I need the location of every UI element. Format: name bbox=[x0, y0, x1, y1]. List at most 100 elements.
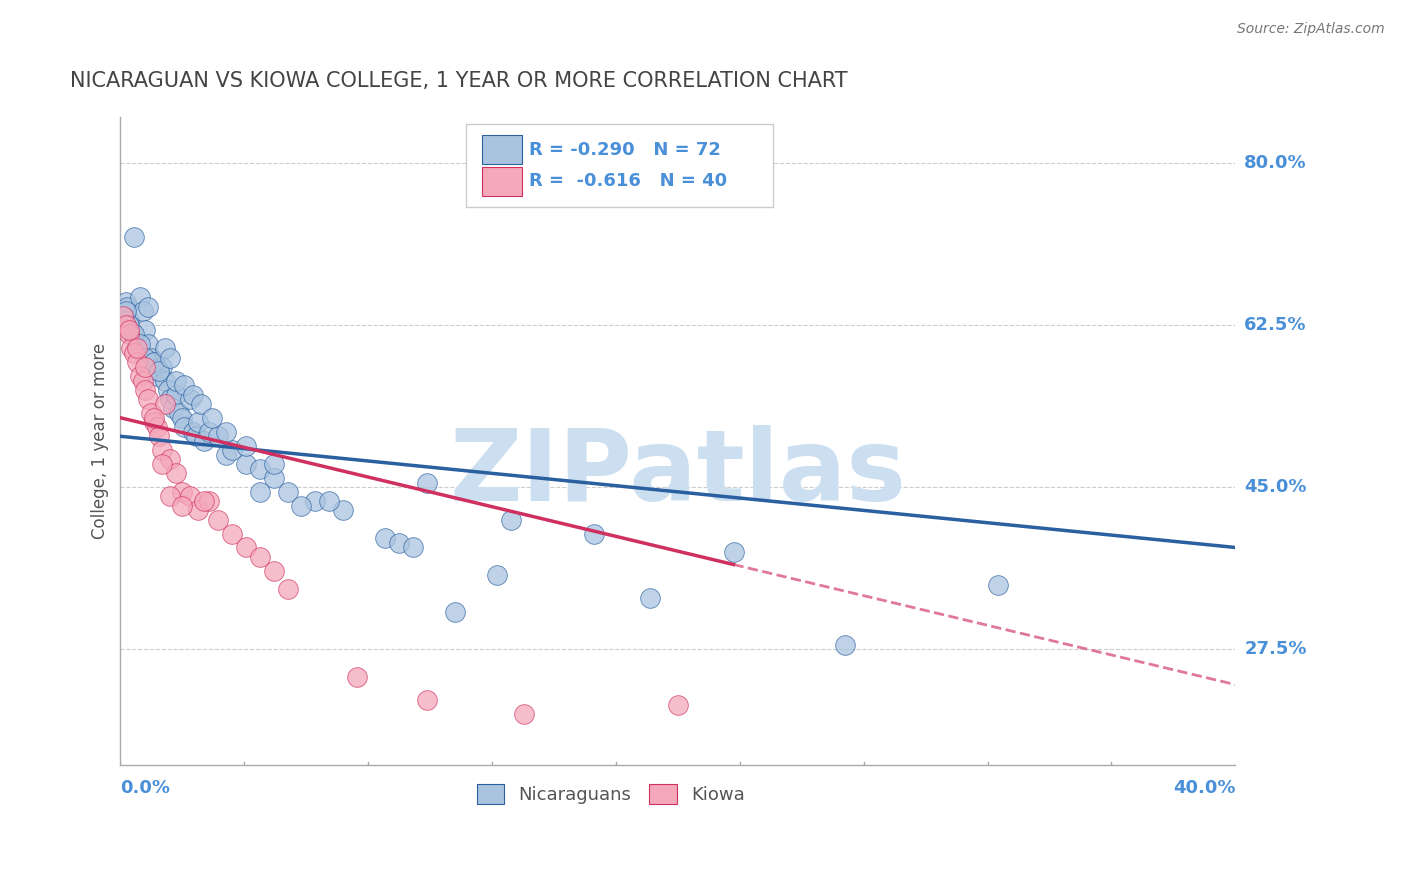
Point bbox=[388, 536, 411, 550]
Point bbox=[170, 499, 193, 513]
Point bbox=[150, 359, 173, 374]
Point bbox=[165, 387, 187, 401]
Text: ZIPatlas: ZIPatlas bbox=[450, 425, 907, 522]
Point bbox=[159, 490, 181, 504]
Point bbox=[134, 351, 156, 365]
Point bbox=[193, 494, 215, 508]
Point bbox=[136, 336, 159, 351]
Point bbox=[139, 406, 162, 420]
Text: 80.0%: 80.0% bbox=[1244, 154, 1306, 172]
Point bbox=[987, 577, 1010, 591]
Point bbox=[215, 425, 238, 439]
Point bbox=[193, 434, 215, 448]
Point bbox=[235, 457, 257, 471]
Point bbox=[416, 475, 439, 490]
Point bbox=[499, 513, 522, 527]
Point bbox=[187, 503, 209, 517]
Point bbox=[159, 351, 181, 365]
Point bbox=[249, 461, 271, 475]
Point bbox=[179, 392, 201, 407]
Point bbox=[114, 309, 136, 323]
Point bbox=[122, 346, 145, 360]
Point bbox=[207, 429, 229, 443]
Point bbox=[162, 401, 184, 416]
Point bbox=[318, 494, 340, 508]
Point bbox=[416, 693, 439, 707]
Point bbox=[128, 369, 150, 384]
Point bbox=[117, 323, 139, 337]
Text: R =  -0.616   N = 40: R = -0.616 N = 40 bbox=[530, 172, 728, 191]
Point bbox=[263, 457, 285, 471]
Point bbox=[173, 378, 195, 392]
Point bbox=[346, 670, 368, 684]
Point bbox=[443, 605, 465, 619]
Point bbox=[125, 355, 148, 369]
Point bbox=[117, 318, 139, 332]
Point bbox=[249, 549, 271, 564]
Point bbox=[181, 425, 204, 439]
Point bbox=[165, 467, 187, 481]
Point bbox=[834, 638, 856, 652]
Point bbox=[120, 341, 142, 355]
Point bbox=[263, 471, 285, 485]
Point bbox=[167, 406, 190, 420]
Point bbox=[125, 341, 148, 355]
FancyBboxPatch shape bbox=[465, 124, 772, 208]
Point bbox=[136, 392, 159, 407]
Point bbox=[159, 452, 181, 467]
Point bbox=[263, 564, 285, 578]
Point bbox=[277, 582, 299, 596]
Point bbox=[181, 387, 204, 401]
Text: 45.0%: 45.0% bbox=[1244, 478, 1306, 496]
Point bbox=[221, 443, 243, 458]
Point bbox=[198, 425, 221, 439]
Point bbox=[145, 369, 167, 384]
Point bbox=[145, 420, 167, 434]
Point bbox=[115, 318, 138, 332]
Point bbox=[723, 545, 745, 559]
Point bbox=[117, 300, 139, 314]
Point bbox=[117, 327, 139, 342]
Text: 62.5%: 62.5% bbox=[1244, 316, 1306, 334]
Y-axis label: College, 1 year or more: College, 1 year or more bbox=[91, 343, 110, 539]
Point bbox=[402, 541, 425, 555]
Point bbox=[122, 327, 145, 342]
Point bbox=[153, 374, 176, 388]
Point bbox=[485, 568, 508, 582]
Point bbox=[201, 410, 224, 425]
Text: R = -0.290   N = 72: R = -0.290 N = 72 bbox=[530, 141, 721, 159]
Point bbox=[117, 313, 139, 327]
Text: NICARAGUAN VS KIOWA COLLEGE, 1 YEAR OR MORE CORRELATION CHART: NICARAGUAN VS KIOWA COLLEGE, 1 YEAR OR M… bbox=[70, 71, 848, 91]
Point bbox=[332, 503, 354, 517]
Point bbox=[148, 364, 170, 378]
Point bbox=[170, 484, 193, 499]
Point bbox=[190, 397, 212, 411]
Point bbox=[666, 698, 689, 712]
Point bbox=[513, 707, 536, 722]
Point bbox=[142, 416, 165, 430]
Point bbox=[583, 526, 606, 541]
Point bbox=[128, 336, 150, 351]
Point bbox=[153, 397, 176, 411]
Point bbox=[139, 351, 162, 365]
FancyBboxPatch shape bbox=[481, 167, 522, 195]
Text: Source: ZipAtlas.com: Source: ZipAtlas.com bbox=[1237, 22, 1385, 37]
Point bbox=[112, 309, 135, 323]
Point bbox=[207, 513, 229, 527]
Point bbox=[165, 374, 187, 388]
Point bbox=[115, 304, 138, 318]
Legend: Nicaraguans, Kiowa: Nicaraguans, Kiowa bbox=[470, 777, 752, 812]
Point bbox=[142, 410, 165, 425]
Point bbox=[221, 526, 243, 541]
Point bbox=[179, 490, 201, 504]
Point bbox=[134, 359, 156, 374]
Point bbox=[148, 364, 170, 378]
Point bbox=[156, 383, 179, 397]
Point bbox=[170, 410, 193, 425]
Point bbox=[134, 323, 156, 337]
FancyBboxPatch shape bbox=[481, 136, 522, 164]
Point bbox=[173, 420, 195, 434]
Point bbox=[638, 591, 661, 606]
Point bbox=[125, 336, 148, 351]
Point bbox=[187, 416, 209, 430]
